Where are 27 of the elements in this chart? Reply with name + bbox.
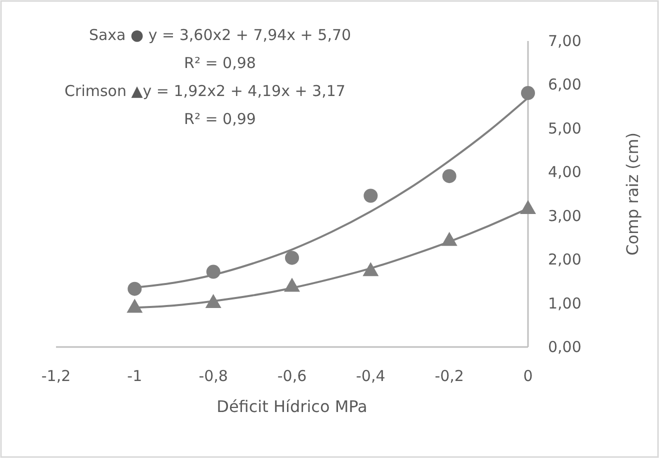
y-tick-label: 3,00 (548, 206, 582, 225)
point (521, 86, 535, 100)
x-tick-label: -1 (127, 367, 142, 385)
x-tick-label: -1,2 (41, 367, 71, 385)
x-tick-label: 0 (523, 367, 533, 385)
x-tick-label: -0,2 (434, 367, 464, 385)
y-tick-label: 6,00 (548, 76, 582, 94)
annotation: R² = 0,98 (184, 54, 256, 72)
annotation: Saxa ● y = 3,60x2 + 7,94x + 5,70 (88, 26, 352, 44)
y-axis-title: Comp raiz (cm) (623, 132, 642, 256)
x-tick-label: -0,8 (198, 367, 228, 385)
annotation: Crimson ▲y = 1,92x2 + 4,19x + 3,17 (64, 82, 346, 100)
x-tick-label: -0,4 (356, 367, 386, 385)
y-tick-label: 2,00 (548, 250, 582, 269)
point (126, 298, 143, 313)
y-tick-label: 7,00 (548, 32, 582, 50)
point (364, 188, 378, 203)
y-tick-label: 1,00 (548, 294, 582, 312)
y-tick-label: 0,00 (548, 338, 582, 356)
point (442, 169, 456, 184)
x-axis-title: Déficit Hídrico MPa (216, 397, 368, 416)
point (285, 250, 299, 265)
y-tick-label: 4,00 (548, 163, 582, 182)
annotation: R² = 0,99 (184, 110, 256, 128)
x-tick-label: -0,6 (277, 367, 307, 385)
y-tick-label: 5,00 (548, 119, 582, 138)
point (128, 282, 142, 296)
